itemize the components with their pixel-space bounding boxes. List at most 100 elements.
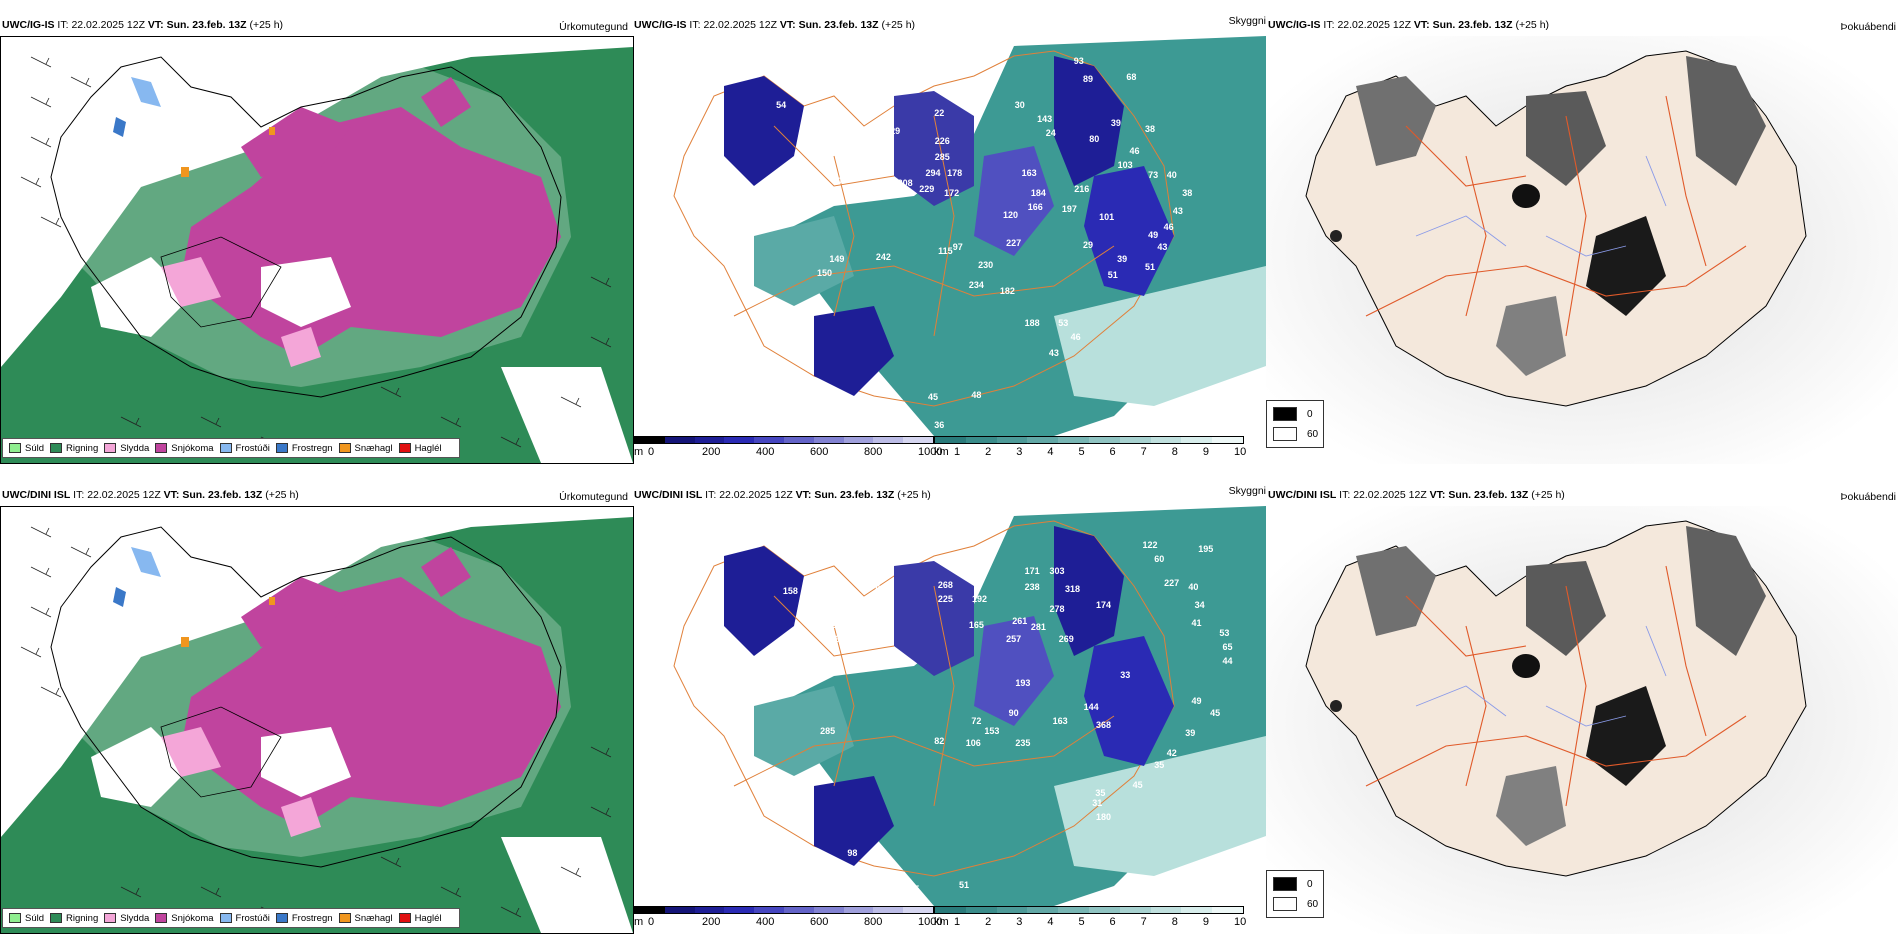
height-label: 89 xyxy=(1083,74,1093,84)
height-label: 120 xyxy=(1003,210,1018,220)
height-label: 192 xyxy=(972,594,987,604)
height-label: 45 xyxy=(866,866,876,876)
height-label: 368 xyxy=(1096,720,1111,730)
height-label: 39 xyxy=(1185,728,1195,738)
precip-legend: Súld Rigning Slydda Snjókoma Frostúði Frostre… xyxy=(2,438,460,458)
visibility-title: Skyggni xyxy=(1228,485,1266,497)
height-label: 35 xyxy=(1095,788,1105,798)
precip-map xyxy=(1,37,633,463)
height-label: 43 xyxy=(1049,348,1059,358)
fog-map xyxy=(1266,36,1898,464)
vt-value: Sun. 23.feb. 13Z xyxy=(182,489,263,501)
panel-header: UWC/DINI ISL IT: 22.02.2025 12Z VT: Sun.… xyxy=(2,486,299,504)
height-label: 51 xyxy=(1145,262,1155,272)
height-label: 51 xyxy=(959,880,969,890)
legend-label: Rigning xyxy=(66,912,99,924)
legend-swatch xyxy=(50,443,63,453)
colorbar-tick: 2 xyxy=(985,446,992,458)
height-label: 242 xyxy=(876,252,891,262)
height-label: 294 xyxy=(925,168,940,178)
height-label: 24 xyxy=(1046,128,1056,138)
legend-item: Rigning xyxy=(50,443,98,454)
legend-label: Slydda xyxy=(120,912,150,924)
height-label: 60 xyxy=(798,70,808,80)
precip-map xyxy=(1,507,633,933)
colorbar-tick: 10 xyxy=(1234,446,1247,458)
height-label: 80 xyxy=(1089,134,1099,144)
height-label: 45 xyxy=(850,162,860,172)
lead-time: (+25 h) xyxy=(881,19,916,31)
height-label: 227 xyxy=(1164,578,1179,588)
colorbar-tick: 9 xyxy=(1202,916,1209,928)
legend-swatch xyxy=(50,913,63,923)
height-label: 285 xyxy=(820,726,835,736)
height-label: 58 xyxy=(819,56,829,66)
height-label: 54 xyxy=(776,100,786,110)
colorbar-tick: 4 xyxy=(1047,446,1054,458)
precip-type-panel: UWC/IG-IS IT: 22.02.2025 12Z VT: Sun. 23… xyxy=(0,0,634,470)
height-label: 53 xyxy=(1219,628,1229,638)
height-label: 281 xyxy=(1031,622,1046,632)
height-label: 30 xyxy=(1015,100,1025,110)
legend-swatch xyxy=(338,913,351,923)
height-label: 60 xyxy=(847,100,857,110)
legend-label: Snjókoma xyxy=(171,442,214,454)
panel-header: UWC/IG-IS IT: 22.02.2025 12Z VT: Sun. 23… xyxy=(2,16,283,34)
colorbar-strip xyxy=(934,436,1244,444)
height-label: 23 xyxy=(878,894,888,904)
fog-legend-row: 60 xyxy=(1273,427,1318,441)
vt-value: Sun. 23.feb. 13Z xyxy=(814,489,895,501)
height-label: 73 xyxy=(1148,170,1158,180)
height-label: 49 xyxy=(1191,696,1201,706)
height-label: 121 xyxy=(839,146,854,156)
colorbar-tick: 0 xyxy=(648,446,655,458)
height-label: 174 xyxy=(1096,600,1111,610)
colorbar-unit: km xyxy=(934,916,949,928)
height-label: 34 xyxy=(1195,600,1205,610)
vt-prefix: VT: xyxy=(1429,489,1446,501)
fog-title: Þokuábendi xyxy=(1840,21,1896,33)
height-label: 143 xyxy=(1037,114,1052,124)
vt-value: Sun. 23.feb. 13Z xyxy=(1448,489,1529,501)
legend-swatch xyxy=(275,443,288,453)
height-label: 45 xyxy=(909,884,919,894)
fog-legend: 0 60 xyxy=(1266,870,1324,918)
height-label: 40 xyxy=(1188,582,1198,592)
visibility-map xyxy=(634,36,1266,436)
colorbar-tick: 8 xyxy=(1171,446,1178,458)
height-label: 150 xyxy=(817,268,832,278)
colorbar-strip xyxy=(634,906,934,914)
legend-swatch xyxy=(104,913,117,923)
height-label: 163 xyxy=(1022,168,1037,178)
fog-legend-row: 0 xyxy=(1273,877,1313,891)
model-name: UWC/IG-IS xyxy=(2,19,55,31)
height-label: 106 xyxy=(966,738,981,748)
height-label: 225 xyxy=(938,594,953,604)
height-label: 46 xyxy=(1129,146,1139,156)
legend-label: Haglél xyxy=(414,442,442,454)
legend-swatch xyxy=(275,913,288,923)
legend-swatch xyxy=(155,913,168,923)
lead-time: (+25 h) xyxy=(249,19,284,31)
colorbar-tick: 400 xyxy=(756,916,775,928)
height-label: 278 xyxy=(1049,604,1064,614)
height-label: 257 xyxy=(1006,634,1021,644)
height-label: 269 xyxy=(1059,634,1074,644)
colorbar-tick: 1 xyxy=(954,916,961,928)
it-prefix: IT: xyxy=(705,489,717,501)
legend-label: Frostúði xyxy=(235,912,270,924)
height-label: 261 xyxy=(1012,616,1027,626)
vt-value: Sun. 23.feb. 13Z xyxy=(798,19,879,31)
height-label: 235 xyxy=(1015,738,1030,748)
height-label: 188 xyxy=(1025,318,1040,328)
vt-prefix: VT: xyxy=(795,489,812,501)
legend-label: Snæhagl xyxy=(354,912,393,924)
precip-legend: Súld Rigning Slydda Snjókoma Frostúði Frostre… xyxy=(2,908,460,928)
height-label: 31 xyxy=(1092,798,1102,808)
height-label: 29 xyxy=(1083,240,1093,250)
colorbar-tick: 6 xyxy=(1109,916,1116,928)
legend-item: Slydda xyxy=(104,443,149,454)
height-label: 53 xyxy=(1058,318,1068,328)
